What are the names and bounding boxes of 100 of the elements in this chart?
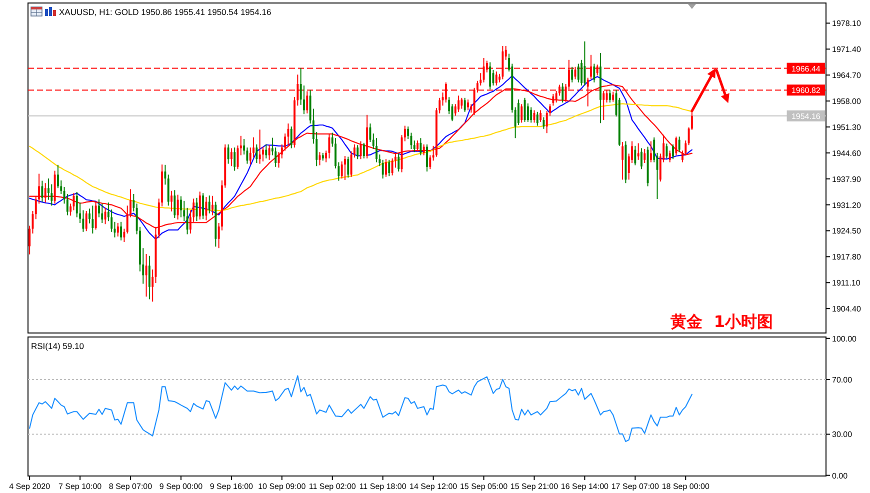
x-tick-label: 9 Sep 16:00 bbox=[210, 482, 254, 491]
candlestick bbox=[212, 196, 214, 216]
candlestick bbox=[530, 107, 532, 123]
candlestick bbox=[622, 142, 624, 180]
candlestick bbox=[186, 208, 188, 234]
x-tick-label: 10 Sep 09:00 bbox=[258, 482, 306, 491]
candlestick bbox=[577, 64, 580, 82]
text: RSI(14) 59.10 bbox=[31, 341, 84, 351]
x-tick-label: 18 Sep 00:00 bbox=[662, 482, 710, 491]
candlestick bbox=[464, 98, 466, 112]
candlestick bbox=[366, 114, 368, 158]
candlestick bbox=[637, 143, 640, 160]
candlestick bbox=[571, 66, 574, 82]
candlestick bbox=[672, 144, 674, 160]
ref-line-label: 1954.16 bbox=[791, 112, 821, 121]
candlestick bbox=[369, 123, 372, 142]
y-tick-label: 1931.20 bbox=[832, 200, 862, 210]
x-tick-label: 9 Sep 00:00 bbox=[159, 482, 204, 491]
candlestick bbox=[675, 136, 678, 156]
x-tick-label: 15 Sep 05:00 bbox=[460, 482, 508, 491]
y-tick-label: 1924.50 bbox=[832, 226, 862, 236]
candlestick bbox=[552, 94, 554, 106]
candlestick bbox=[328, 134, 330, 158]
candlestick bbox=[54, 170, 56, 204]
candlestick bbox=[180, 196, 182, 218]
ref-line-label: 1966.44 bbox=[791, 64, 821, 74]
y-tick-label: 70.00 bbox=[832, 375, 853, 384]
candlestick bbox=[520, 104, 523, 123]
x-tick-label: 16 Sep 14:00 bbox=[560, 482, 610, 491]
candlestick bbox=[678, 136, 680, 152]
candlestick bbox=[644, 149, 646, 163]
candlestick bbox=[41, 180, 44, 202]
candlestick bbox=[416, 140, 419, 152]
candlestick bbox=[202, 193, 204, 220]
candlestick bbox=[420, 138, 422, 156]
candlestick bbox=[208, 196, 210, 214]
candlestick bbox=[584, 41, 586, 86]
y-tick-label: 1951.30 bbox=[832, 122, 862, 132]
candlestick bbox=[634, 146, 636, 166]
candlestick bbox=[104, 208, 106, 224]
candlestick bbox=[183, 200, 186, 222]
candlestick bbox=[495, 72, 498, 86]
candlestick bbox=[198, 192, 201, 220]
candlestick bbox=[385, 159, 387, 177]
candlestick bbox=[600, 52, 602, 124]
x-tick-label: 11 Sep 02:00 bbox=[308, 482, 356, 491]
candlestick bbox=[382, 160, 384, 178]
candlestick bbox=[624, 141, 627, 184]
annotation: 黄金 1小时图 bbox=[670, 312, 773, 331]
candlestick bbox=[602, 90, 605, 120]
ref-line-label: 1960.82 bbox=[791, 86, 821, 96]
x-tick-label: 17 Sep 07:00 bbox=[611, 482, 660, 491]
candlestick bbox=[164, 164, 166, 185]
candlestick bbox=[356, 145, 359, 160]
y-tick-label: 30.00 bbox=[832, 430, 853, 440]
y-tick-label: 1904.40 bbox=[832, 304, 862, 314]
candlestick bbox=[318, 152, 321, 166]
y-tick-label: 0.00 bbox=[832, 471, 848, 480]
candlestick bbox=[205, 197, 208, 220]
candlestick bbox=[422, 144, 425, 156]
candlestick bbox=[230, 148, 232, 166]
candlestick bbox=[540, 110, 542, 122]
candlestick bbox=[176, 194, 179, 220]
candlestick bbox=[426, 144, 428, 172]
candlestick bbox=[123, 228, 126, 242]
candlestick bbox=[268, 145, 270, 160]
x-tick-label: 11 Sep 18:00 bbox=[359, 482, 407, 491]
candlestick bbox=[562, 83, 564, 103]
candlestick bbox=[290, 126, 292, 148]
candlestick bbox=[44, 183, 46, 202]
line-series bbox=[29, 375, 692, 442]
candlestick bbox=[362, 142, 365, 158]
candlestick bbox=[388, 160, 390, 176]
candlestick bbox=[467, 99, 469, 110]
candlestick bbox=[489, 62, 492, 90]
candlestick bbox=[322, 152, 324, 161]
x-tick-label: 8 Sep 07:00 bbox=[108, 482, 153, 491]
candlestick bbox=[234, 147, 236, 171]
y-tick-label: 1978.10 bbox=[832, 19, 862, 28]
candlestick bbox=[227, 144, 230, 164]
candlestick bbox=[174, 190, 176, 218]
y-tick-label: 1971.40 bbox=[832, 45, 862, 54]
text: XAUUSD, H1: GOLD 1950.86 1955.41 1950.54 1954.16 bbox=[59, 7, 272, 17]
candlestick bbox=[148, 256, 150, 300]
y-tick-label: 100.00 bbox=[832, 334, 858, 344]
candlestick bbox=[347, 156, 350, 178]
candlestick bbox=[542, 117, 545, 129]
y-tick-label: 1958.00 bbox=[832, 96, 862, 106]
candlestick bbox=[608, 90, 611, 103]
candlestick bbox=[145, 254, 148, 297]
candlestick bbox=[170, 190, 172, 212]
candlestick bbox=[265, 144, 268, 158]
candlestick bbox=[640, 148, 642, 170]
candlestick bbox=[132, 194, 135, 212]
y-tick-label: 1937.90 bbox=[832, 174, 862, 184]
candlestick bbox=[650, 141, 652, 162]
candlestick bbox=[344, 156, 346, 180]
x-tick-label: 14 Sep 12:00 bbox=[410, 482, 458, 491]
x-tick-label: 7 Sep 10:00 bbox=[58, 482, 102, 491]
candlestick bbox=[120, 222, 122, 240]
